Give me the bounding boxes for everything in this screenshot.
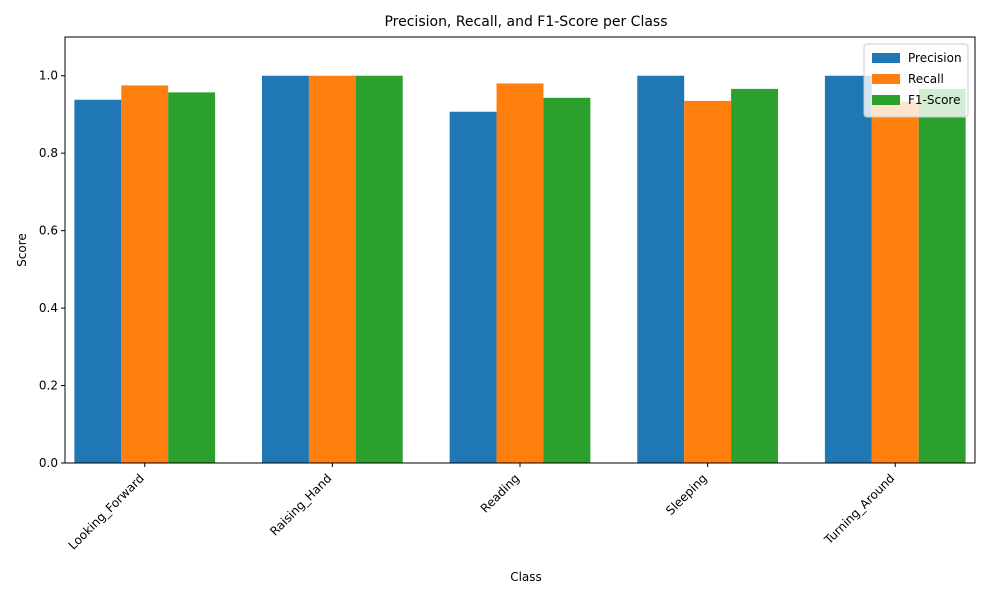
- y-tick-label: 0.2: [39, 379, 58, 393]
- bar-recall-turning-around: [871, 101, 919, 464]
- bar-recall-reading: [496, 83, 544, 463]
- bar-recall-sleeping: [684, 100, 732, 464]
- bar-f1-score-raising-hand: [355, 75, 403, 463]
- y-axis-ticks: 0.0 0.2 0.4 0.6 0.8 1.0: [39, 69, 65, 470]
- bar-f1-score-sleeping: [731, 88, 778, 463]
- x-axis-label: Class: [510, 570, 542, 584]
- legend-label: F1-Score: [908, 93, 960, 107]
- legend-swatch: [872, 74, 900, 84]
- chart-title: Precision, Recall, and F1-Score per Clas…: [384, 14, 667, 30]
- y-tick-label: 1.0: [39, 69, 58, 83]
- x-tick-label: Raising_Hand: [267, 471, 334, 538]
- x-tick-label: Sleeping: [663, 471, 710, 518]
- bar-precision-reading: [449, 111, 497, 464]
- x-tick-label: Reading: [478, 471, 522, 515]
- y-tick-label: 0.4: [39, 301, 58, 315]
- legend-swatch: [872, 53, 900, 63]
- bar-f1-score-looking-forward: [168, 92, 216, 463]
- legend-label: Recall: [908, 72, 944, 86]
- x-tick-label: Looking_Forward: [66, 471, 147, 552]
- bar-recall-looking-forward: [121, 85, 169, 463]
- bar-precision-sleeping: [637, 75, 685, 463]
- y-tick-label: 0.8: [39, 146, 58, 160]
- bar-f1-score-reading: [543, 97, 591, 464]
- bar-f1-score-turning-around: [918, 88, 966, 463]
- bars-group: [74, 75, 966, 464]
- x-axis-ticks: Looking_Forward Raising_Hand Reading Sleepi…: [66, 463, 897, 552]
- y-axis-label: Score: [15, 233, 29, 267]
- legend-label: Precision: [908, 51, 962, 65]
- legend-swatch: [872, 95, 900, 105]
- bar-precision-raising-hand: [262, 75, 309, 463]
- y-tick-label: 0.6: [39, 224, 58, 238]
- bar-recall-raising-hand: [308, 75, 356, 463]
- bar-precision-looking-forward: [74, 99, 122, 464]
- x-tick-label: Turning_Around: [821, 471, 897, 547]
- bar-precision-turning-around: [824, 75, 872, 463]
- legend: Precision Recall F1-Score: [863, 43, 969, 118]
- y-tick-label: 0.0: [39, 456, 58, 470]
